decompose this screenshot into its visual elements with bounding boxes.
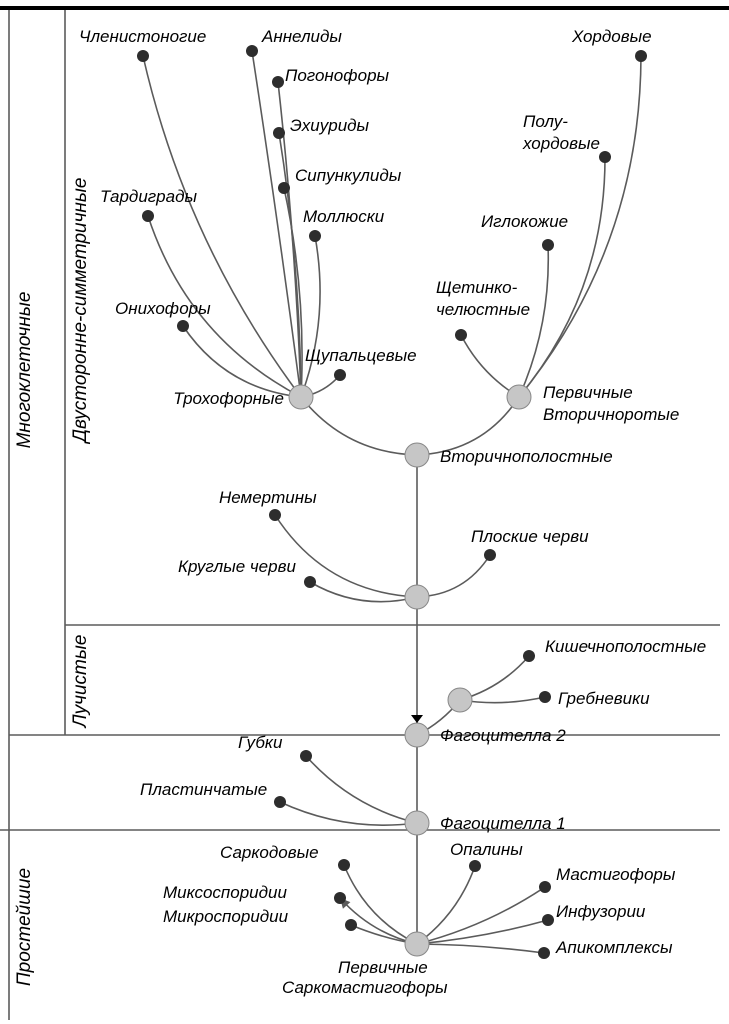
label-greben: Гребневики <box>558 689 650 708</box>
internal-node-trocho <box>289 385 313 409</box>
terminal-node-onih <box>177 320 189 332</box>
label-nemert: Немертины <box>219 488 317 507</box>
label-annel: Аннелиды <box>261 27 342 46</box>
terminal-node-mixo <box>334 892 346 904</box>
terminal-node-schet_l1 <box>455 329 467 341</box>
label-schet_l2: челюстные <box>436 300 530 319</box>
label-opal: Опалины <box>450 840 523 859</box>
label-polu_l2: хордовые <box>522 134 600 153</box>
label-micro: Микроспоридии <box>163 907 289 926</box>
side-label-rad: Лучистые <box>70 635 91 730</box>
edge <box>519 245 548 397</box>
label-kishech: Кишечнополостные <box>545 637 706 656</box>
label-plosk: Плоские черви <box>471 527 589 546</box>
terminal-node-polu_l1 <box>599 151 611 163</box>
label-pogon: Погонофоры <box>285 66 390 85</box>
internal-node-phago2 <box>405 723 429 747</box>
edge <box>460 697 545 703</box>
label-infus: Инфузории <box>556 902 646 921</box>
edge <box>417 555 490 597</box>
label-sarcod: Саркодовые <box>220 843 319 862</box>
label-mixo: Миксоспоридии <box>163 883 287 902</box>
label-mastig: Мастигофоры <box>556 865 676 884</box>
ilabel-phago2: Фагоцителла 2 <box>440 726 566 745</box>
side-label-bilat: Двусторонне-симметричные <box>70 178 91 445</box>
internal-node-bilat_base <box>405 585 429 609</box>
label-shchup: Щупальцевые <box>305 346 417 365</box>
arrow-marker <box>411 715 423 723</box>
label-krug: Круглые черви <box>178 557 296 576</box>
side-labels: Многоклеточные Двусторонне-симметричные Лу… <box>14 178 91 987</box>
internal-node-sarcomast <box>405 932 429 956</box>
internal-node-radiata <box>448 688 472 712</box>
label-onih: Онихофоры <box>115 299 211 318</box>
terminal-node-apic <box>538 947 550 959</box>
internal-node-coelom <box>405 443 429 467</box>
label-gubki: Губки <box>238 733 283 752</box>
terminal-node-annel <box>246 45 258 57</box>
ilabel-sarcomast_l1: Первичные <box>338 958 428 977</box>
label-arthro: Членистоногие <box>79 27 206 46</box>
internal-node-phago1 <box>405 811 429 835</box>
label-ehi: Эхиуриды <box>290 116 370 135</box>
label-schet_l1: Щетинко- <box>436 278 518 297</box>
terminal-node-sipun <box>278 182 290 194</box>
terminal-node-plast <box>274 796 286 808</box>
edge <box>417 920 548 944</box>
ilabel-coelom: Вторичнополостные <box>440 447 613 466</box>
label-apic: Апикомплексы <box>555 938 673 957</box>
internal-node-deutero <box>507 385 531 409</box>
terminal-node-arthro <box>137 50 149 62</box>
label-iglo: Иглокожие <box>481 212 568 231</box>
side-label-multicell: Многоклеточные <box>14 292 35 449</box>
terminal-node-chord <box>635 50 647 62</box>
edge <box>461 335 519 397</box>
terminal-node-krug <box>304 576 316 588</box>
terminal-node-shchup <box>334 369 346 381</box>
label-tardi: Тардиграды <box>100 187 197 206</box>
terminal-node-moll <box>309 230 321 242</box>
label-moll: Моллюски <box>303 207 385 226</box>
label-chord: Хордовые <box>571 27 652 46</box>
terminal-node-iglo <box>542 239 554 251</box>
label-polu_l1: Полу- <box>523 112 568 131</box>
edge <box>306 756 417 823</box>
label-sipun: Сипункулиды <box>295 166 402 185</box>
edge <box>275 515 417 597</box>
edge <box>301 397 417 455</box>
ilabel-deutero_l1: Первичные <box>543 383 633 402</box>
tree-edges <box>143 51 641 953</box>
phylogeny-diagram: Саркодовые Миксоспоридии Микроспоридии Опал… <box>0 0 729 1024</box>
edge <box>301 236 320 397</box>
edge <box>280 802 417 825</box>
ilabel-deutero_l2: Вторичноротые <box>543 405 679 424</box>
side-label-prot: Простейшие <box>14 868 35 986</box>
edge <box>310 582 417 602</box>
terminal-node-nemert <box>269 509 281 521</box>
ilabel-phago1: Фагоцителла 1 <box>440 814 566 833</box>
taxon-labels: Саркодовые Миксоспоридии Микроспоридии Опал… <box>79 27 706 997</box>
terminal-node-plosk <box>484 549 496 561</box>
edge <box>252 51 301 397</box>
terminal-node-pogon <box>272 76 284 88</box>
internal-nodes <box>289 385 531 956</box>
edge <box>344 865 417 944</box>
terminal-node-gubki <box>300 750 312 762</box>
label-plast: Пластинчатые <box>140 780 267 799</box>
terminal-node-micro <box>345 919 357 931</box>
edge <box>417 866 475 944</box>
terminal-node-kishech <box>523 650 535 662</box>
terminal-node-mastig <box>539 881 551 893</box>
terminal-node-infus <box>542 914 554 926</box>
ilabel-sarcomast_l2: Саркомастигофоры <box>282 978 448 997</box>
terminal-node-greben <box>539 691 551 703</box>
terminal-node-tardi <box>142 210 154 222</box>
ilabel-trocho: Трохофорные <box>173 389 284 408</box>
edge <box>417 944 544 953</box>
terminal-node-sarcod <box>338 859 350 871</box>
terminal-node-ehi <box>273 127 285 139</box>
terminal-node-opal <box>469 860 481 872</box>
